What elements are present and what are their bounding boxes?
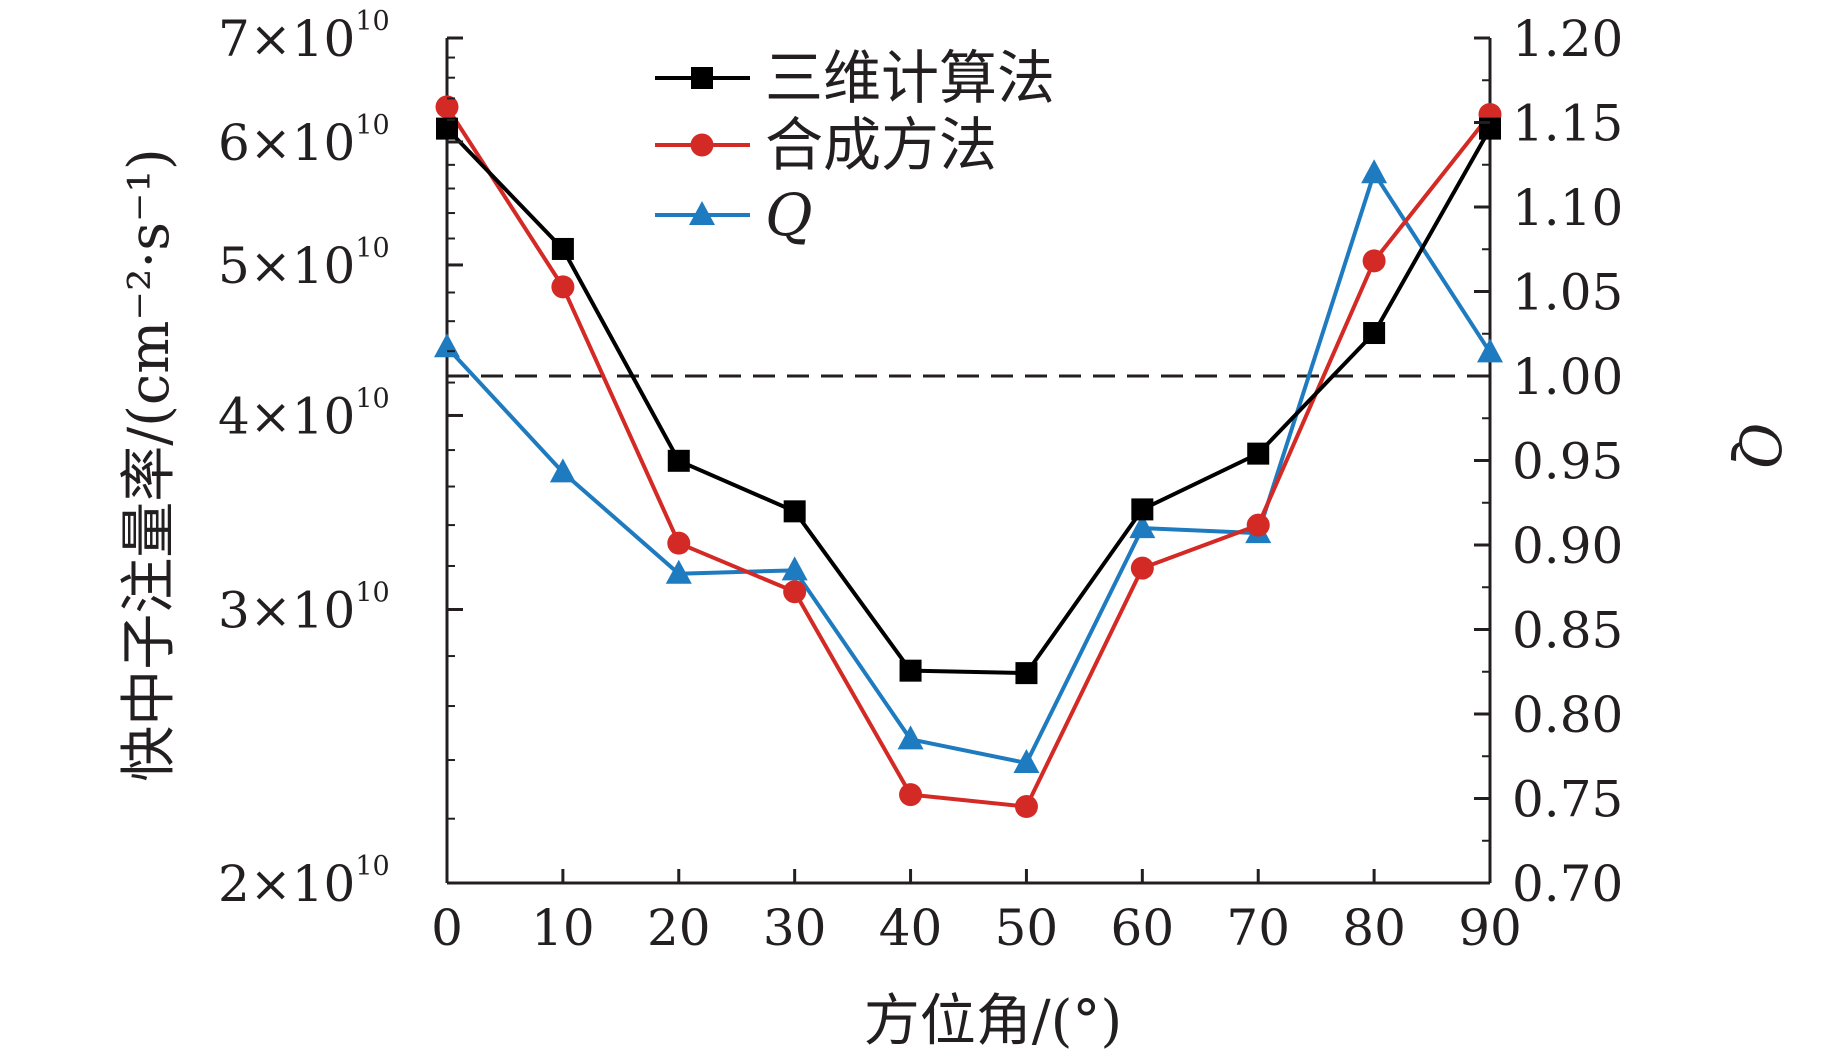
x-tick-label: 30 — [763, 899, 827, 957]
data-point — [551, 275, 575, 299]
left-tick-label: 7×1010 — [218, 6, 390, 68]
series-1 — [435, 95, 1502, 819]
tick-exponent: 10 — [355, 233, 389, 264]
data-point — [1014, 795, 1038, 819]
data-point — [1477, 338, 1503, 363]
legend-marker — [690, 133, 714, 157]
tick-exponent: 10 — [355, 578, 389, 609]
right-tick-label: 0.90 — [1512, 517, 1623, 575]
right-tick-label: 0.70 — [1512, 855, 1623, 913]
data-point — [1361, 159, 1388, 184]
data-point — [436, 117, 458, 140]
data-point — [897, 725, 924, 750]
x-tick-label: 60 — [1111, 899, 1175, 957]
right-tick-label: 0.80 — [1512, 686, 1623, 744]
data-point — [435, 95, 459, 119]
left-tick-label: 3×1010 — [218, 578, 390, 640]
data-point — [667, 449, 690, 472]
series-0 — [436, 117, 1501, 685]
right-tick-label: 0.85 — [1512, 602, 1623, 660]
left-tick-label: 2×1010 — [218, 851, 390, 913]
data-point — [1015, 662, 1038, 685]
legend-label: 三维计算法 — [765, 44, 1055, 112]
data-point — [434, 333, 460, 358]
data-point — [1362, 249, 1386, 273]
legend-label: Q — [765, 181, 813, 249]
data-point — [1131, 498, 1154, 521]
x-axis-label: 方位角/(°) — [864, 989, 1123, 1054]
data-point — [665, 559, 692, 584]
tick-exponent: 10 — [355, 110, 389, 141]
x-tick-label: 40 — [879, 899, 943, 957]
x-tick-label: 20 — [647, 899, 711, 957]
right-tick-label: 1.20 — [1512, 10, 1623, 68]
x-tick-label: 0 — [431, 899, 463, 957]
right-tick-label: 0.75 — [1512, 771, 1623, 829]
data-point — [783, 500, 806, 523]
right-y-axis-label: Q — [1726, 422, 1791, 468]
x-tick-label: 70 — [1226, 899, 1290, 957]
x-tick-label: 90 — [1458, 899, 1522, 957]
data-point — [1363, 322, 1386, 345]
left-y-axis-label: 快中子注量率/(cm⁻²·s⁻¹) — [117, 148, 182, 782]
data-point — [549, 458, 576, 483]
data-point — [899, 659, 922, 682]
legend-label: 合成方法 — [765, 111, 997, 179]
left-tick-label: 6×1010 — [218, 110, 390, 172]
right-tick-label: 1.15 — [1512, 95, 1623, 153]
right-tick-label: 1.00 — [1512, 348, 1623, 406]
data-point — [1130, 556, 1154, 580]
series-line — [445, 171, 1492, 766]
series-line — [445, 105, 1492, 809]
data-point — [781, 556, 808, 581]
data-point — [551, 237, 574, 260]
right-tick-label: 0.95 — [1512, 433, 1623, 491]
data-point — [1246, 513, 1270, 537]
x-tick-label: 80 — [1342, 899, 1406, 957]
left-tick-label: 5×1010 — [218, 233, 390, 295]
tick-exponent: 10 — [355, 6, 389, 37]
tick-exponent: 10 — [355, 851, 389, 882]
data-point — [783, 580, 807, 604]
data-point — [899, 783, 923, 807]
legend-marker — [689, 201, 715, 225]
x-tick-label: 10 — [531, 899, 595, 957]
series-2 — [434, 159, 1503, 774]
axes-layer: 0 10 20 30 40 50 60 70 80 90 2×1010 3×1010 4×1010 5×1… — [218, 6, 1623, 957]
right-tick-label: 1.10 — [1512, 179, 1623, 237]
data-point — [1013, 749, 1040, 774]
data-point — [1479, 117, 1501, 140]
x-tick-label: 50 — [995, 899, 1059, 957]
data-point — [1247, 442, 1270, 465]
legend-marker — [691, 67, 713, 89]
left-tick-label: 4×1010 — [218, 383, 390, 445]
right-tick-label: 1.05 — [1512, 264, 1623, 322]
series-layer — [434, 95, 1503, 819]
series-line — [445, 127, 1492, 676]
tick-exponent: 10 — [355, 383, 389, 414]
data-point — [667, 531, 691, 555]
data-point — [1129, 514, 1156, 539]
